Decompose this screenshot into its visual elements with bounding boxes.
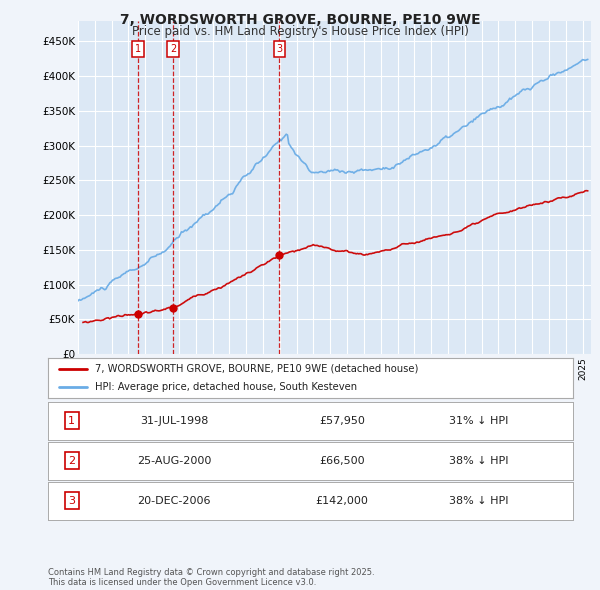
Text: 20-DEC-2006: 20-DEC-2006	[137, 496, 211, 506]
Text: £57,950: £57,950	[319, 416, 365, 425]
Text: 3: 3	[276, 44, 283, 54]
Text: 38% ↓ HPI: 38% ↓ HPI	[449, 456, 508, 466]
Text: 1: 1	[68, 416, 75, 425]
Text: £66,500: £66,500	[319, 456, 365, 466]
Text: 2: 2	[170, 44, 176, 54]
Text: Price paid vs. HM Land Registry's House Price Index (HPI): Price paid vs. HM Land Registry's House …	[131, 25, 469, 38]
Text: 38% ↓ HPI: 38% ↓ HPI	[449, 496, 508, 506]
Text: 7, WORDSWORTH GROVE, BOURNE, PE10 9WE (detached house): 7, WORDSWORTH GROVE, BOURNE, PE10 9WE (d…	[95, 364, 419, 374]
Text: 1: 1	[135, 44, 141, 54]
Text: HPI: Average price, detached house, South Kesteven: HPI: Average price, detached house, Sout…	[95, 382, 358, 392]
Text: 25-AUG-2000: 25-AUG-2000	[137, 456, 211, 466]
Text: 3: 3	[68, 496, 75, 506]
Text: 2: 2	[68, 456, 75, 466]
Text: £142,000: £142,000	[316, 496, 368, 506]
Text: 31-JUL-1998: 31-JUL-1998	[140, 416, 208, 425]
Text: 31% ↓ HPI: 31% ↓ HPI	[449, 416, 508, 425]
Text: 7, WORDSWORTH GROVE, BOURNE, PE10 9WE: 7, WORDSWORTH GROVE, BOURNE, PE10 9WE	[119, 13, 481, 27]
Text: Contains HM Land Registry data © Crown copyright and database right 2025.
This d: Contains HM Land Registry data © Crown c…	[48, 568, 374, 587]
